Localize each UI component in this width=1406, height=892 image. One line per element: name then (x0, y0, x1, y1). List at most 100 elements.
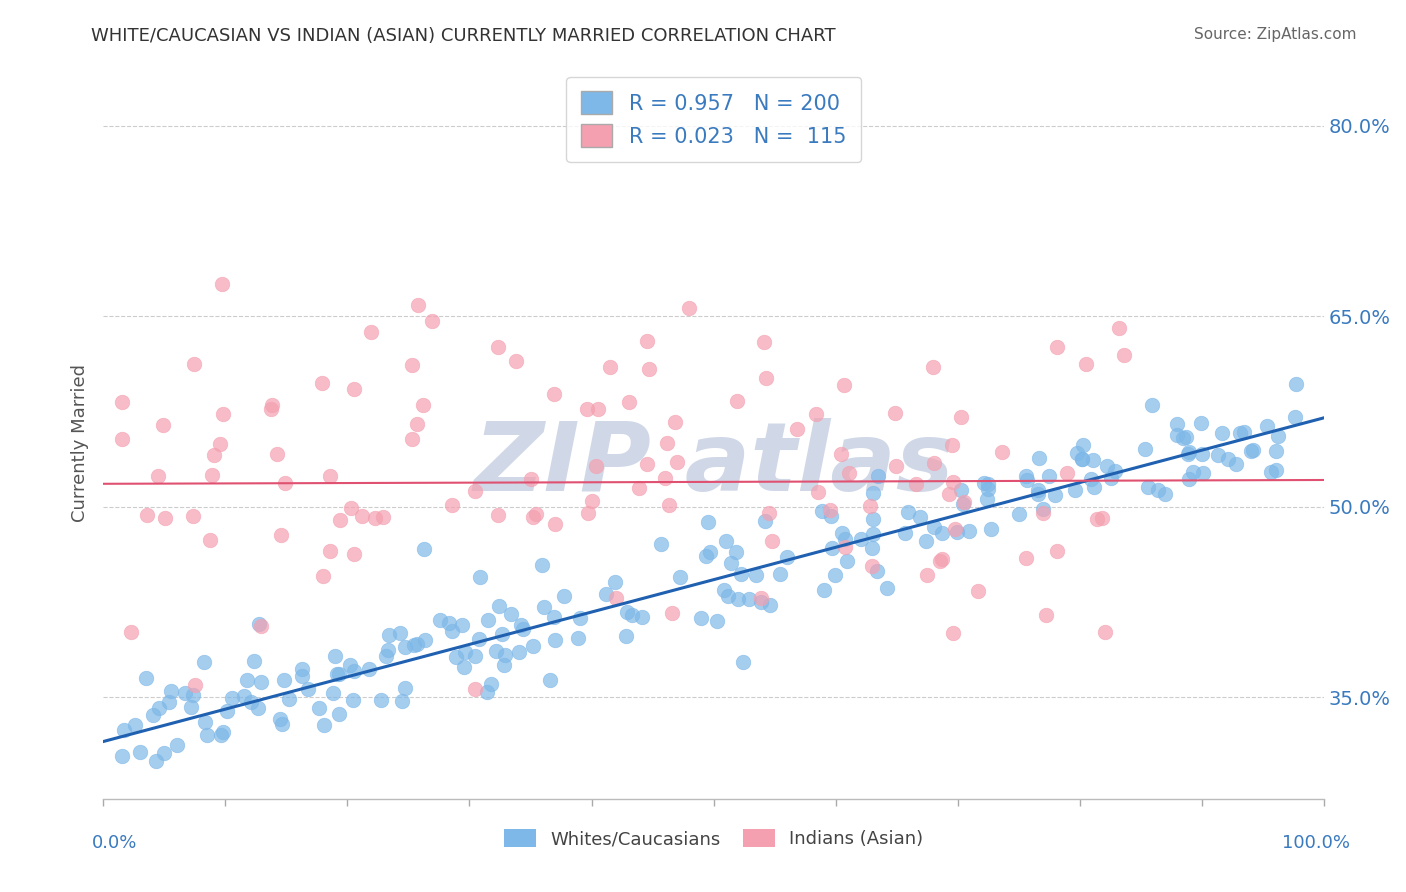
Point (343, 664, 366, 678)
Point (1026, 483, 1049, 498)
Point (370, 692, 392, 706)
Point (152, 418, 174, 433)
Text: Source: ZipAtlas.com: Source: ZipAtlas.com (1194, 27, 1357, 42)
Point (1154, 487, 1177, 501)
Point (834, 533, 856, 547)
Point (406, 417, 429, 431)
Point (980, 522, 1002, 536)
Point (922, 520, 945, 534)
Point (1181, 465, 1204, 479)
Point (1064, 483, 1087, 497)
Point (1008, 507, 1031, 521)
Point (1178, 444, 1201, 458)
Point (388, 626, 411, 640)
Point (259, 401, 281, 416)
Point (908, 510, 931, 524)
Point (308, 701, 330, 715)
Point (776, 549, 799, 564)
Point (922, 359, 945, 374)
Point (247, 617, 270, 632)
Point (862, 512, 884, 526)
Point (464, 682, 486, 697)
Point (360, 325, 382, 339)
Point (567, 631, 589, 645)
Point (183, 357, 205, 371)
Point (451, 618, 474, 632)
Point (454, 645, 477, 659)
Point (371, 509, 394, 524)
Point (129, 745, 152, 759)
Point (834, 541, 856, 555)
Point (945, 524, 967, 539)
Point (1178, 472, 1201, 486)
Point (636, 457, 658, 471)
Point (340, 501, 363, 516)
Point (274, 476, 297, 491)
Point (973, 475, 995, 490)
Point (720, 556, 742, 570)
Point (322, 686, 344, 700)
Point (233, 690, 256, 704)
Point (1066, 445, 1088, 459)
Point (477, 613, 499, 627)
Point (824, 568, 846, 582)
Point (905, 476, 928, 491)
Point (976, 477, 998, 491)
Point (585, 459, 607, 474)
Text: WHITE/CAUCASIAN VS INDIAN (ASIAN) CURRENTLY MARRIED CORRELATION CHART: WHITE/CAUCASIAN VS INDIAN (ASIAN) CURREN… (91, 27, 837, 45)
Point (485, 643, 508, 657)
Point (494, 658, 516, 673)
Point (1140, 398, 1163, 412)
Point (181, 508, 204, 523)
Point (486, 340, 509, 354)
Point (352, 509, 374, 524)
Point (830, 447, 852, 461)
Point (197, 728, 219, 742)
Point (464, 649, 486, 664)
Point (402, 638, 425, 652)
Point (440, 498, 463, 512)
Point (394, 681, 416, 695)
Point (328, 667, 350, 681)
Point (270, 528, 292, 542)
Point (804, 407, 827, 421)
Point (738, 591, 761, 606)
Point (508, 644, 530, 658)
Point (837, 554, 859, 568)
Point (884, 406, 907, 420)
Point (661, 606, 683, 620)
Point (1137, 480, 1160, 494)
Point (813, 583, 835, 598)
Point (201, 467, 224, 482)
Point (938, 487, 960, 501)
Point (915, 568, 938, 582)
Point (505, 353, 527, 368)
Point (862, 527, 884, 541)
Point (745, 568, 768, 582)
Point (976, 491, 998, 506)
Point (405, 637, 427, 651)
Point (1094, 624, 1116, 639)
Point (1046, 340, 1069, 354)
Point (931, 552, 953, 566)
Point (1208, 448, 1230, 462)
Point (193, 714, 215, 729)
Point (136, 508, 159, 522)
Point (524, 507, 547, 521)
Point (616, 605, 638, 619)
Point (444, 649, 467, 664)
Point (209, 728, 232, 742)
Point (733, 656, 755, 670)
Point (699, 544, 721, 558)
Point (401, 358, 423, 372)
Point (897, 505, 920, 519)
Point (343, 547, 366, 561)
Point (329, 513, 352, 527)
Point (429, 614, 451, 628)
Point (991, 445, 1014, 459)
Point (627, 481, 650, 495)
Point (180, 699, 202, 714)
Point (1189, 416, 1212, 430)
Point (1166, 417, 1188, 432)
Point (145, 754, 167, 768)
